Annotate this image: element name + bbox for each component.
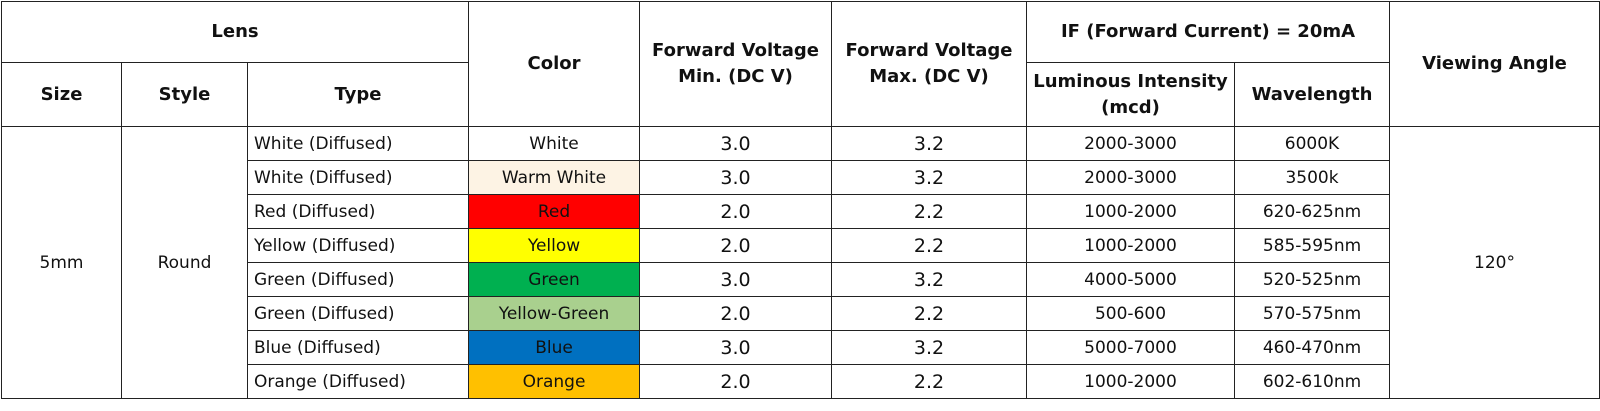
table-cell: 620-625nm [1234, 194, 1390, 229]
table-cell: 2.0 [639, 228, 832, 263]
table-cell: 3.2 [831, 126, 1027, 161]
table-cell: 4000-5000 [1026, 262, 1235, 297]
table-cell: Green [468, 262, 640, 297]
table-cell: 520-525nm [1234, 262, 1390, 297]
table-body: 5mm Round White (Diffused) White 3.0 3.2 2000-… [1, 126, 1600, 399]
table-row: White (Diffused) Warm White 3.0 3.2 2000-300… [2, 160, 1600, 195]
table-cell: 3.2 [831, 262, 1027, 297]
table-cell: 570-575nm [1234, 296, 1390, 331]
table-cell: Red (Diffused) [247, 194, 469, 229]
header-cell: Color [468, 1, 640, 127]
table-cell: White (Diffused) [247, 126, 469, 161]
table-cell: Round [121, 126, 248, 399]
table-cell: Orange (Diffused) [247, 364, 469, 399]
table-cell: 120° [1389, 126, 1600, 399]
table-cell: 460-470nm [1234, 330, 1390, 365]
header-cell: Type [247, 62, 469, 127]
table-cell: 3.0 [639, 262, 832, 297]
table-cell: 3.0 [639, 126, 832, 161]
table-row: Orange (Diffused) Orange 2.0 2.2 1000-2000 60… [2, 364, 1600, 399]
table-cell: White (Diffused) [247, 160, 469, 195]
table-cell: 585-595nm [1234, 228, 1390, 263]
table-cell: 2.2 [831, 228, 1027, 263]
table-cell: 3.2 [831, 330, 1027, 365]
table-cell: 2.0 [639, 296, 832, 331]
table-cell: White [468, 126, 640, 161]
table-cell: 3500k [1234, 160, 1390, 195]
table-cell: Yellow-Green [468, 296, 640, 331]
table-cell: 500-600 [1026, 296, 1235, 331]
table-cell: 2.0 [639, 194, 832, 229]
table-cell: Blue [468, 330, 640, 365]
table-cell: Yellow [468, 228, 640, 263]
table-cell: 1000-2000 [1026, 228, 1235, 263]
header-cell: Luminous Intensity (mcd) [1026, 62, 1235, 127]
table-cell: Warm White [468, 160, 640, 195]
table-cell: 2000-3000 [1026, 160, 1235, 195]
table-cell: 5mm [1, 126, 122, 399]
table-row: Red (Diffused) Red 2.0 2.2 1000-2000 620-625n… [2, 194, 1600, 229]
header-cell: IF (Forward Current) = 20mA [1026, 1, 1390, 63]
table-cell: 6000K [1234, 126, 1390, 161]
table-cell: 3.0 [639, 330, 832, 365]
table-cell: 3.0 [639, 160, 832, 195]
table-cell: 1000-2000 [1026, 364, 1235, 399]
table-cell: Orange [468, 364, 640, 399]
header-cell: Forward Voltage Max. (DC V) [831, 1, 1027, 127]
header-cell: Forward Voltage Min. (DC V) [639, 1, 832, 127]
table-row: 5mm Round White (Diffused) White 3.0 3.2 2000-… [1, 126, 1600, 399]
table-cell: Green (Diffused) [247, 262, 469, 297]
table-cell: 2.2 [831, 296, 1027, 331]
table-cell: 2000-3000 [1026, 126, 1235, 161]
table-cell: 2.0 [639, 364, 832, 399]
table-cell: 5000-7000 [1026, 330, 1235, 365]
table-cell: 1000-2000 [1026, 194, 1235, 229]
table-cell: 2.2 [831, 194, 1027, 229]
table-row: Yellow (Diffused) Yellow 2.0 2.2 1000-2000 58… [2, 228, 1600, 263]
table-cell: 2.2 [831, 364, 1027, 399]
table-cell: 3.2 [831, 160, 1027, 195]
header-cell: Lens [1, 1, 469, 63]
header-cell: Viewing Angle [1389, 1, 1600, 127]
table-cell: Red [468, 194, 640, 229]
table-cell: 602-610nm [1234, 364, 1390, 399]
spec-table: Lens Color Forward Voltage Min. (DC V) F… [1, 1, 1600, 399]
header-cell: Style [121, 62, 248, 127]
header-cell: Wavelength [1234, 62, 1390, 127]
header-cell: Size [1, 62, 122, 127]
table-cell: Yellow (Diffused) [247, 228, 469, 263]
table-cell: Green (Diffused) [247, 296, 469, 331]
table-row: Green (Diffused) Green 3.0 3.2 4000-5000 520-… [2, 262, 1600, 297]
table-cell: Blue (Diffused) [247, 330, 469, 365]
